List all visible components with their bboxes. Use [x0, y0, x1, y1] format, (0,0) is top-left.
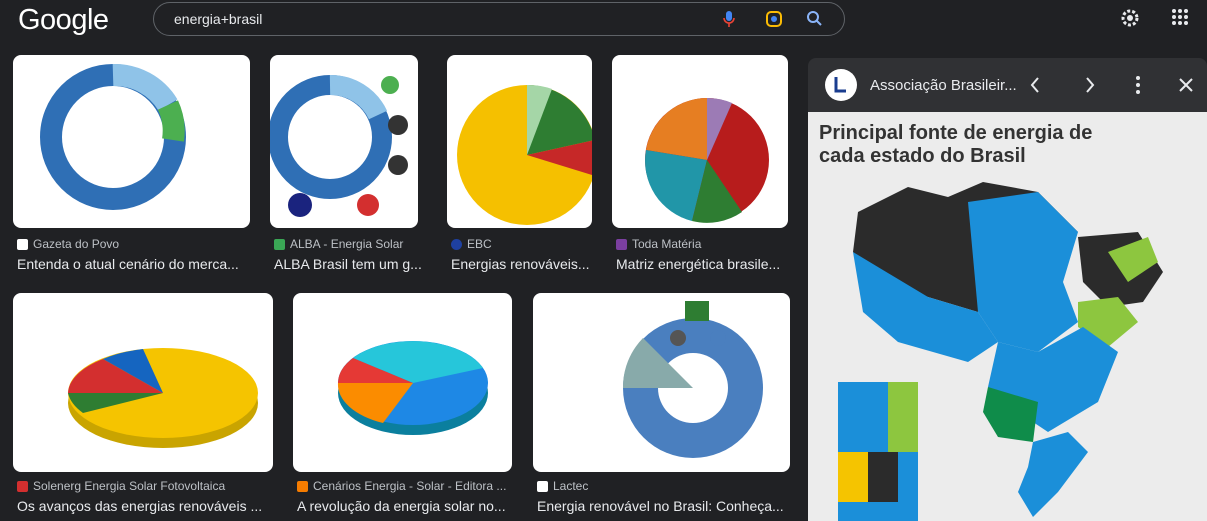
result-caption[interactable]: ALBA Brasil tem um g... — [274, 256, 422, 272]
result-image[interactable] — [270, 55, 418, 228]
search-query[interactable]: energia+brasil — [174, 11, 263, 27]
result-image[interactable] — [13, 293, 273, 472]
google-logo[interactable]: Google — [18, 4, 109, 36]
result-source[interactable]: Lactec — [537, 479, 588, 493]
result-image[interactable] — [293, 293, 512, 472]
result-source[interactable]: EBC — [451, 237, 492, 251]
next-button[interactable] — [1086, 77, 1095, 93]
more-button[interactable] — [1136, 76, 1140, 94]
image-title: Principal fonte de energia de cada estad… — [819, 122, 1093, 167]
settings-icon[interactable] — [1121, 9, 1139, 27]
result-caption[interactable]: Energias renováveis... — [451, 256, 590, 272]
mic-icon[interactable] — [726, 11, 732, 21]
result-caption[interactable]: A revolução da energia solar no... — [297, 498, 506, 514]
result-source[interactable]: ALBA - Energia Solar — [274, 237, 403, 251]
preview-image[interactable]: Principal fonte de energia de cada estad… — [808, 112, 1207, 521]
prev-button[interactable] — [1030, 77, 1039, 93]
result-image[interactable] — [13, 55, 250, 228]
result-caption[interactable]: Energia renovável no Brasil: Conheça... — [537, 498, 784, 514]
close-button[interactable] — [1179, 78, 1193, 92]
search-icons — [723, 11, 822, 27]
site-logo[interactable] — [825, 69, 857, 101]
apps-icon[interactable] — [1172, 9, 1188, 25]
panel-site[interactable]: Associação Brasileir... — [870, 77, 1017, 94]
result-caption[interactable]: Os avanços das energias renováveis ... — [17, 498, 263, 514]
result-source[interactable]: Solenerg Energia Solar Fotovoltaica — [17, 479, 225, 493]
result-image[interactable] — [612, 55, 788, 228]
lens-icon[interactable] — [766, 11, 782, 27]
result-caption[interactable]: Matriz energética brasile... — [616, 256, 781, 272]
result-image[interactable] — [533, 293, 790, 472]
result-source[interactable]: Toda Matéria — [616, 237, 701, 251]
preview-panel: Associação Brasileir... Principal fonte … — [808, 58, 1207, 521]
result-image[interactable] — [447, 55, 592, 228]
result-caption[interactable]: Entenda o atual cenário do merca... — [17, 256, 239, 272]
result-source[interactable]: Gazeta do Povo — [17, 237, 119, 251]
top-icons — [1121, 9, 1188, 27]
result-source[interactable]: Cenários Energia - Solar - Editora ... — [297, 479, 506, 493]
search-icon[interactable] — [807, 11, 819, 23]
panel-header — [825, 69, 1193, 101]
map — [838, 182, 1163, 521]
search-box[interactable]: energia+brasil — [153, 2, 845, 36]
